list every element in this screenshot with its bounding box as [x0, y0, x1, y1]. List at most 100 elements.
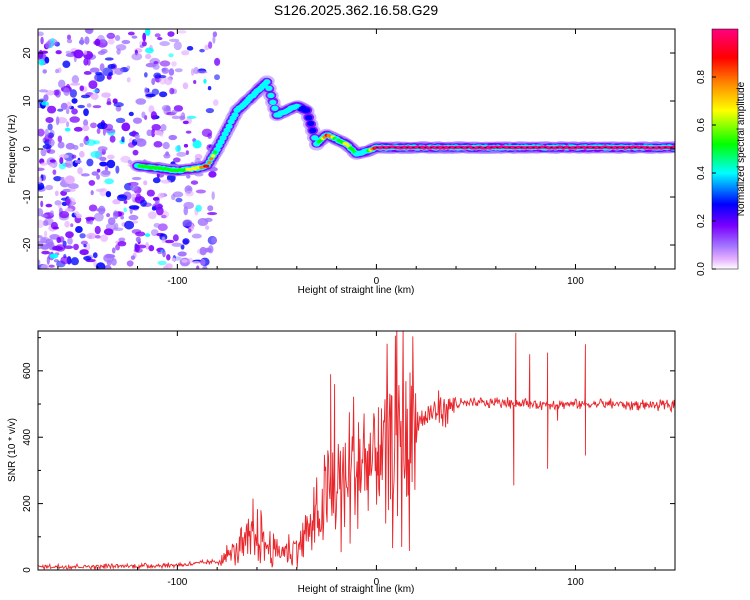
noise-speckle — [45, 90, 55, 96]
noise-speckle — [77, 167, 83, 175]
spectral-ridge-point — [232, 112, 238, 116]
noise-speckle — [70, 257, 79, 266]
noise-speckle — [145, 241, 150, 250]
noise-speckle — [126, 77, 131, 83]
spectrogram-ytick-label: -20 — [22, 237, 33, 252]
snr-xlabel: Height of straight line (km) — [298, 584, 415, 595]
noise-speckle — [164, 77, 173, 86]
noise-speckle — [86, 103, 92, 108]
noise-speckle — [175, 145, 181, 153]
noise-speckle — [183, 201, 195, 210]
noise-speckle — [128, 214, 139, 221]
noise-speckle — [204, 247, 212, 253]
noise-speckle — [43, 94, 49, 102]
noise-speckle — [211, 236, 217, 244]
noise-speckle — [89, 220, 93, 225]
noise-speckle — [59, 157, 64, 164]
colorbar-gradient — [711, 28, 739, 270]
noise-speckle — [38, 208, 44, 217]
noise-speckle — [66, 121, 70, 128]
noise-speckle — [69, 188, 76, 192]
noise-speckle — [49, 253, 59, 259]
noise-speckle — [86, 158, 94, 167]
noise-speckle — [62, 188, 72, 193]
spectral-ridge-point — [244, 99, 250, 103]
noise-speckle — [186, 115, 197, 119]
noise-speckle — [53, 89, 60, 96]
noise-speckle — [152, 196, 160, 201]
noise-speckle — [47, 105, 57, 114]
spectral-ridge-point — [254, 89, 260, 93]
colorbar-tick-label: 0.6 — [696, 118, 707, 132]
noise-speckle — [83, 119, 89, 127]
noise-speckle — [134, 244, 140, 253]
noise-speckle — [208, 41, 213, 49]
noise-speckle — [168, 68, 175, 76]
noise-speckle — [208, 171, 217, 178]
noise-speckle — [83, 255, 92, 261]
noise-speckle — [151, 123, 161, 131]
noise-speckle — [90, 93, 99, 100]
noise-speckle — [161, 104, 171, 112]
noise-speckle — [63, 87, 70, 96]
noise-speckle — [104, 166, 109, 171]
noise-speckle — [71, 75, 80, 84]
noise-speckle — [42, 144, 52, 150]
noise-speckle — [40, 200, 44, 208]
noise-speckle — [71, 108, 78, 115]
noise-speckle — [192, 140, 202, 149]
noise-speckle — [121, 122, 131, 132]
spectrogram-xtick-label: -100 — [167, 276, 187, 287]
noise-speckle — [159, 75, 167, 79]
noise-speckle — [83, 244, 87, 248]
noise-speckle — [145, 47, 154, 54]
noise-speckle — [171, 242, 183, 247]
spectral-ridge-point — [236, 107, 242, 111]
noise-speckle — [57, 135, 63, 143]
noise-speckle — [103, 265, 112, 269]
noise-speckle — [57, 79, 66, 89]
noise-speckle — [131, 229, 142, 234]
noise-speckle — [171, 61, 177, 67]
noise-speckle — [104, 57, 114, 61]
spectral-ridge-point — [227, 123, 232, 128]
noise-speckle — [145, 29, 151, 36]
noise-speckle — [106, 97, 111, 105]
noise-speckle — [104, 254, 116, 259]
noise-speckle — [132, 149, 139, 156]
spectral-ridge-point — [213, 150, 218, 154]
noise-speckle — [141, 111, 146, 119]
noise-speckle — [133, 138, 144, 143]
spectrogram-ytick-label: -10 — [22, 189, 33, 204]
snr-xtick-label: 0 — [374, 577, 380, 588]
snr-series-line — [38, 331, 675, 570]
noise-speckle — [164, 239, 175, 244]
noise-speckle — [160, 123, 167, 132]
noise-speckle — [203, 78, 207, 84]
noise-speckle — [40, 36, 44, 45]
noise-speckle — [82, 125, 90, 132]
noise-speckle — [135, 98, 147, 105]
spectral-ridge-point — [304, 109, 309, 113]
noise-speckle — [144, 72, 148, 78]
noise-speckle — [104, 123, 114, 131]
noise-speckle — [47, 123, 53, 131]
noise-speckle — [123, 200, 128, 204]
snr-ytick-label: 0 — [22, 567, 33, 573]
spectral-ridge-point — [264, 80, 270, 84]
noise-speckle — [95, 235, 101, 239]
noise-speckle — [58, 210, 70, 219]
snr-frame — [37, 330, 676, 571]
noise-speckle — [64, 220, 70, 228]
noise-speckle — [44, 128, 49, 138]
noise-speckle — [66, 101, 72, 110]
spectral-ridge-point — [258, 86, 264, 90]
noise-speckle — [92, 89, 100, 93]
noise-speckle — [131, 193, 135, 201]
noise-speckle — [211, 191, 215, 200]
noise-speckle — [102, 127, 106, 136]
noise-speckle — [160, 179, 172, 184]
spectral-ridge-point — [306, 116, 311, 120]
noise-speckle — [174, 68, 183, 73]
